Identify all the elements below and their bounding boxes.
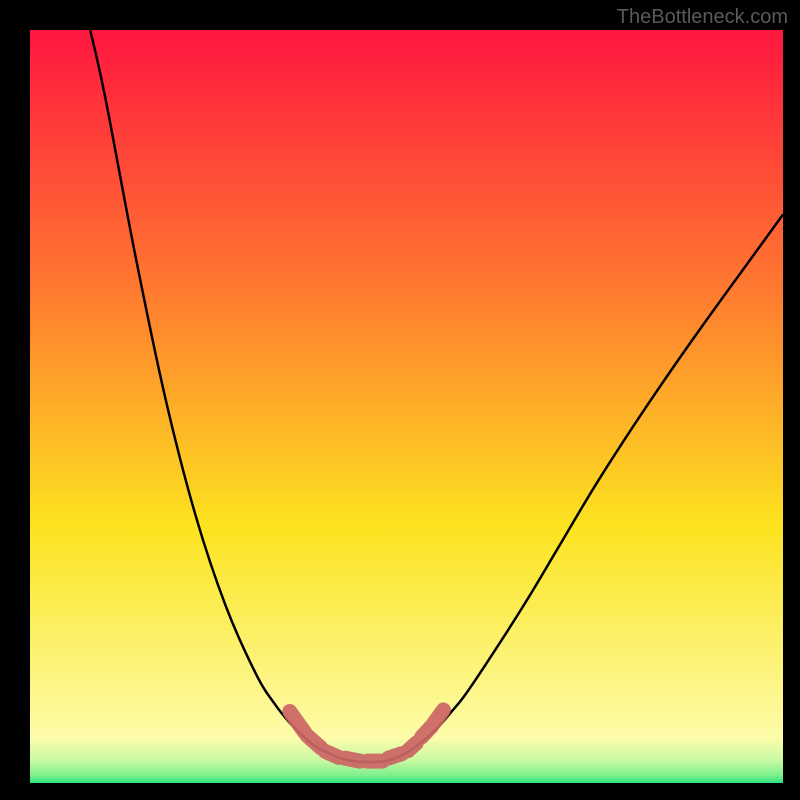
bottleneck-curve — [90, 30, 783, 762]
chart-svg — [0, 0, 800, 800]
optimal-range-markers — [290, 710, 444, 761]
watermark: TheBottleneck.com — [617, 6, 788, 29]
